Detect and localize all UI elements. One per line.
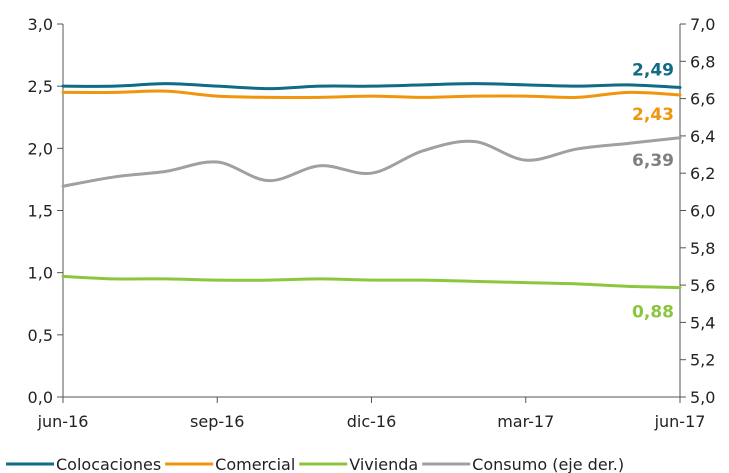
left-tick-label: 2,0 <box>28 139 53 158</box>
left-tick-label: 2,5 <box>28 77 53 96</box>
right-tick-label: 5,0 <box>690 388 715 407</box>
axes: 0,0 0,5 1,0 1,5 2,0 2,5 3,0 5,0 5,2 5,4 5,6 5,8 6,0 6… <box>28 15 716 431</box>
right-tick-label: 6,2 <box>690 164 715 183</box>
x-tick-label: dic-16 <box>347 412 397 431</box>
left-tick-label: 0,0 <box>28 388 53 407</box>
end-label-comercial: 2,43 <box>632 105 674 125</box>
legend-item-vivienda: Vivienda <box>299 455 418 473</box>
end-label-colocaciones: 2,49 <box>632 60 674 80</box>
x-tick-label: jun-17 <box>654 412 706 431</box>
legend: Colocaciones Comercial Vivienda Consumo (ej… <box>6 455 624 473</box>
left-tick-label: 3,0 <box>28 15 53 34</box>
left-tick-label: 1,0 <box>28 264 53 283</box>
right-tick-label: 5,6 <box>690 276 715 295</box>
right-tick-label: 6,6 <box>690 90 715 109</box>
right-tick-label: 5,8 <box>690 239 715 258</box>
right-tick-label: 5,2 <box>690 351 715 370</box>
legend-item-comercial: Comercial <box>165 455 295 473</box>
left-tick-label: 1,5 <box>28 202 53 221</box>
right-tick-label: 6,8 <box>690 52 715 71</box>
series-line-comercial <box>61 89 682 100</box>
right-tick-label: 6,0 <box>690 202 715 221</box>
end-label-vivienda: 0,88 <box>632 303 674 323</box>
series-line-vivienda <box>61 274 682 290</box>
series-line-consumo-eje-der <box>61 136 682 188</box>
end-label-consumo-eje-der: 6,39 <box>632 151 674 171</box>
x-tick-label: sep-16 <box>190 412 244 431</box>
left-tick-label: 0,5 <box>28 326 53 345</box>
legend-label: Consumo (eje der.) <box>472 455 624 473</box>
legend-label: Colocaciones <box>56 455 161 473</box>
right-tick-label: 5,4 <box>690 313 715 332</box>
legend-item-colocaciones: Colocaciones <box>6 455 161 473</box>
legend-item-consumo-eje-der: Consumo (eje der.) <box>422 455 624 473</box>
x-tick-label: mar-17 <box>497 412 554 431</box>
legend-label: Comercial <box>215 455 295 473</box>
end-labels: 2,49 2,43 0,88 6,39 <box>632 60 674 322</box>
x-tick-label: jun-16 <box>37 412 89 431</box>
series-line-colocaciones <box>61 82 682 91</box>
legend-label: Vivienda <box>349 455 418 473</box>
right-tick-label: 7,0 <box>690 15 715 34</box>
right-tick-label: 6,4 <box>690 127 715 146</box>
series-lines <box>61 82 682 290</box>
